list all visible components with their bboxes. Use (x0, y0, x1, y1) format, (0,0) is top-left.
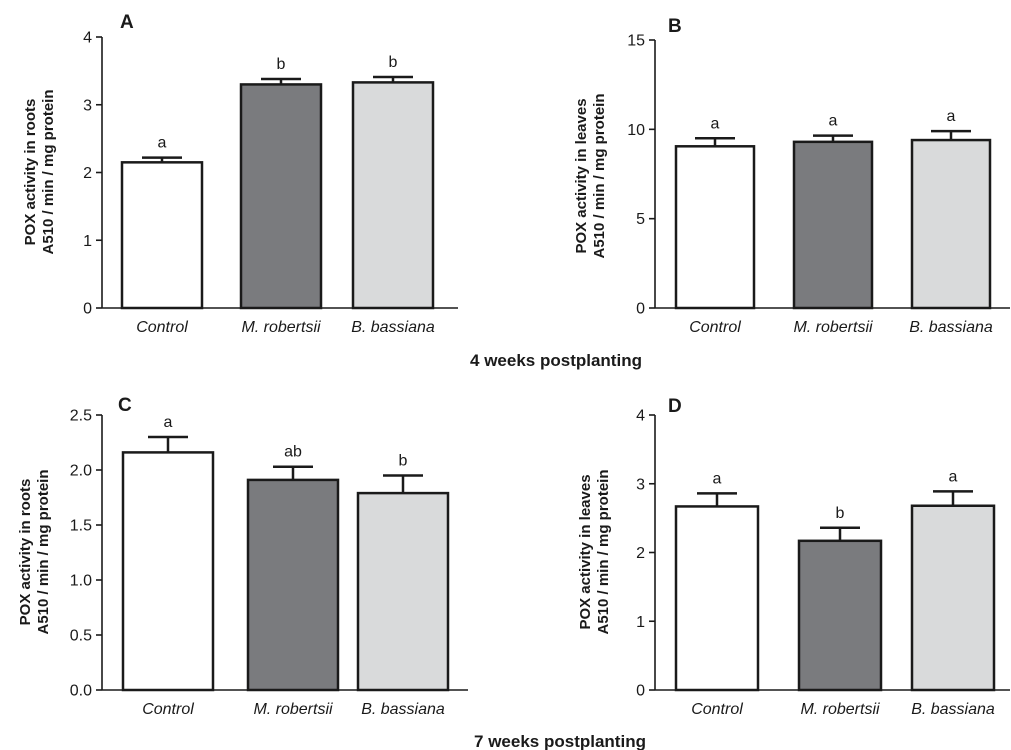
panel-b-significance-label: a (947, 108, 956, 125)
panel-d-y-axis-label-line: A510 / min / mg protein (595, 469, 612, 634)
panel-d-y-tick-label: 1 (636, 614, 645, 631)
panel-b-bar (674, 145, 756, 310)
panel-d-y-tick-label: 2 (636, 545, 645, 562)
panel-b-significance-label: a (711, 115, 720, 132)
panel-d-bar (797, 539, 883, 692)
panel-c-y-axis-label-line: POX activity in roots (17, 479, 34, 626)
panel-a-bar (120, 161, 204, 310)
panel-a-category-label: M. robertsii (241, 319, 321, 336)
panel-a-y-axis-label: POX activity in roots A510 / min / mg pro… (22, 89, 57, 254)
panel-c-category-label: Control (142, 701, 194, 718)
panel-b-y-axis-label-line: POX activity in leaves (573, 98, 590, 253)
panel-a-y-tick-label: 0 (83, 301, 92, 318)
panel-a-bar (239, 83, 323, 310)
caption-4-weeks: 4 weeks postplanting (470, 351, 642, 370)
panel-d-category-label: Control (691, 701, 743, 718)
panel-d-bar (910, 504, 996, 692)
panel-a-significance-label: b (277, 56, 286, 73)
panel-c-y-tick-label: 0.0 (70, 683, 92, 700)
panel-d-significance-label: b (836, 505, 845, 522)
panel-b-bar (792, 140, 874, 310)
caption-7-weeks: 7 weeks postplanting (474, 732, 646, 750)
panel-c-bar (356, 491, 450, 692)
panel-d-y-tick-label: 4 (636, 408, 645, 425)
panel-a-significance-label: b (389, 54, 398, 71)
panel-d-y-tick-label: 0 (636, 683, 645, 700)
panel-a-bar (351, 81, 435, 310)
panel-a-y-axis-label-line: POX activity in roots (22, 99, 39, 246)
panel-b-y-tick-label: 15 (627, 33, 645, 50)
panel-c-category-label: M. robertsii (253, 701, 333, 718)
panel-b-letter: B (668, 16, 682, 37)
panel-b-y-tick-label: 10 (627, 122, 645, 139)
panel-d-bar (674, 505, 760, 692)
panel-d-y-axis-label-line: POX activity in leaves (577, 474, 594, 629)
panel-c-y-tick-label: 2.0 (70, 463, 92, 480)
panel-d-category-label: M. robertsii (800, 701, 880, 718)
panel-c-y-tick-label: 0.5 (70, 628, 92, 645)
panel-d-y-tick-label: 3 (636, 476, 645, 493)
panel-c-significance-label: ab (284, 444, 302, 461)
panel-c-y-tick-label: 1.5 (70, 518, 92, 535)
panel-d-significance-label: a (949, 468, 958, 485)
panel-d-significance-label: a (713, 470, 722, 487)
panel-b-y-axis-label-line: A510 / min / mg protein (591, 93, 608, 258)
panel-c-y-tick-label: 1.0 (70, 573, 92, 590)
panel-c-letter: C (118, 395, 132, 416)
panel-a-y-tick-label: 2 (83, 165, 92, 182)
panel-d-letter: D (668, 396, 682, 417)
panel-b-bar (910, 138, 992, 310)
panel-c-y-axis-label-line: A510 / min / mg protein (35, 469, 52, 634)
panel-c-bar (246, 478, 340, 692)
panel-b-y-tick-label: 5 (636, 211, 645, 228)
panel-b-y-axis-label: POX activity in leaves A510 / min / mg pr… (573, 93, 608, 258)
panel-d-category-label: B. bassiana (911, 701, 995, 718)
panel-c-significance-label: b (399, 453, 408, 470)
panel-a-y-axis-label-line: A510 / min / mg protein (40, 89, 57, 254)
panel-a-significance-label: a (158, 135, 167, 152)
panel-b-significance-label: a (829, 113, 838, 130)
panel-d-y-axis-label: POX activity in leaves A510 / min / mg pr… (577, 469, 612, 634)
panel-b-category-label: Control (689, 319, 741, 336)
panel-a-category-label: Control (136, 319, 188, 336)
panel-b-y-tick-label: 0 (636, 301, 645, 318)
panel-a-y-tick-label: 3 (83, 97, 92, 114)
panel-b-category-label: M. robertsii (793, 319, 873, 336)
panel-b-category-label: B. bassiana (909, 319, 993, 336)
panel-a-y-tick-label: 4 (83, 30, 92, 47)
panel-c-bar (121, 451, 215, 692)
panel-c-y-axis-label: POX activity in roots A510 / min / mg pro… (17, 469, 52, 634)
panel-a-category-label: B. bassiana (351, 319, 435, 336)
panel-a-y-tick-label: 1 (83, 233, 92, 250)
panel-c-significance-label: a (164, 414, 173, 431)
panel-c-y-tick-label: 2.5 (70, 408, 92, 425)
panel-a-letter: A (120, 12, 134, 33)
panel-c-category-label: B. bassiana (361, 701, 445, 718)
